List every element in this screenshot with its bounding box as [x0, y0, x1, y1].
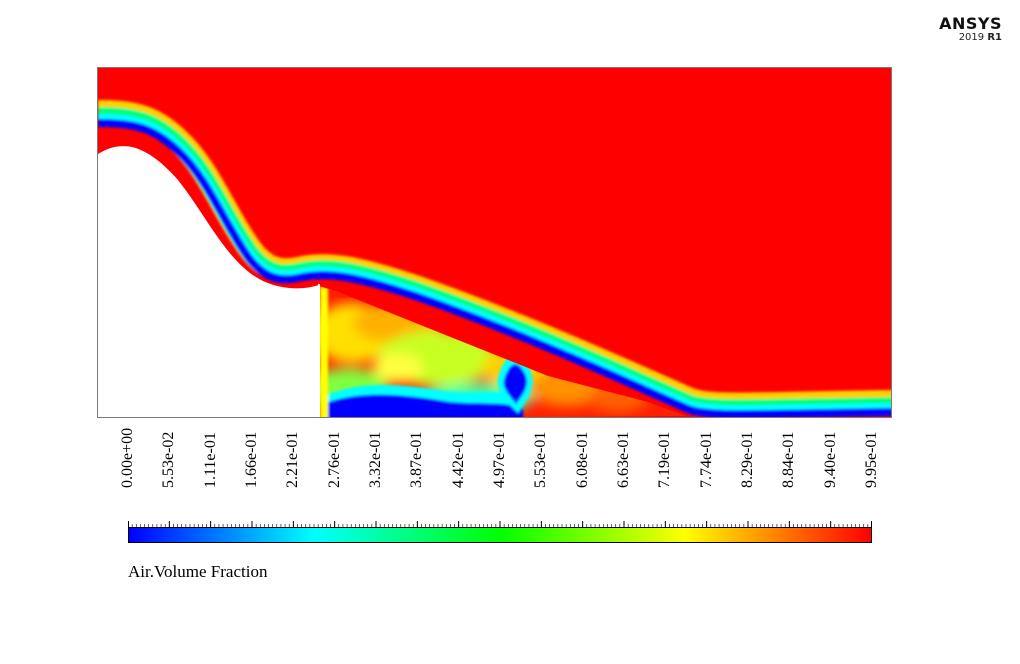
colorbar-tick-label-text: 3.87e-01 [408, 431, 426, 488]
logo-version-release: R1 [987, 32, 1002, 43]
colorbar-tick-label-text: 5.53e-01 [532, 431, 550, 488]
colorbar-tick-label-text: 8.84e-01 [780, 431, 798, 488]
logo-name: ANSYS [939, 14, 1002, 33]
colorbar-tick-label: 1.11e-01 [201, 432, 221, 506]
colorbar-tick-label-text: 4.42e-01 [449, 431, 467, 488]
colorbar-tick-label: 3.87e-01 [407, 432, 427, 506]
colorbar-tick-label: 6.08e-01 [573, 432, 593, 506]
colorbar-tick-label-text: 0.00e+00 [119, 427, 136, 488]
colorbar-tick-label-text: 9.40e-01 [821, 431, 839, 488]
colorbar-tick-label-text: 8.29e-01 [739, 431, 756, 488]
colorbar-tick-label-text: 3.32e-01 [367, 431, 384, 488]
colorbar-tick-label-text: 4.97e-01 [491, 431, 508, 488]
colorbar [128, 527, 872, 543]
colorbar-area [128, 521, 872, 543]
colorbar-tick-label: 9.95e-01 [862, 432, 882, 506]
colorbar-tick-label: 1.66e-01 [242, 432, 262, 506]
colorbar-tick-label: 4.97e-01 [490, 432, 510, 506]
colorbar-tick-label: 5.53e-02 [159, 432, 179, 506]
colorbar-tick-label: 6.63e-01 [614, 432, 634, 506]
colorbar-tick-label-text: 5.53e-02 [160, 431, 178, 488]
spillway-solid [98, 146, 319, 417]
colorbar-tick-label-text: 2.21e-01 [284, 431, 302, 488]
colorbar-legend: 0.00e+00 5.53e-02 1.11e-01 1.66e-01 2.21e-01… [119, 428, 880, 581]
colorbar-tick-label: 4.42e-01 [449, 432, 469, 506]
contour-plot [97, 67, 892, 418]
colorbar-tick-label: 9.40e-01 [821, 432, 841, 506]
colorbar-tick-label: 8.84e-01 [779, 432, 799, 506]
colorbar-tick-label-text: 7.74e-01 [697, 431, 715, 488]
colorbar-tick-label: 2.21e-01 [283, 432, 303, 506]
colorbar-tick-label-text: 9.95e-01 [863, 431, 880, 488]
colorbar-tick-label: 0.00e+00 [118, 428, 138, 506]
colorbar-tick-label-text: 2.76e-01 [325, 431, 343, 488]
colorbar-tick-label-text: 7.19e-01 [656, 431, 674, 488]
logo-version-year: 2019 [958, 32, 985, 43]
colorbar-title: Air.Volume Fraction [128, 562, 268, 581]
logo-version: 2019 R1 [939, 33, 1002, 43]
ansys-logo: ANSYS 2019 R1 [939, 16, 1002, 43]
colorbar-tick-label-text: 1.66e-01 [243, 431, 260, 488]
colorbar-tick-label: 2.76e-01 [325, 432, 345, 506]
water-jet [98, 100, 891, 417]
colorbar-tick-label: 3.32e-01 [366, 432, 386, 506]
colorbar-tick-label-text: 1.11e-01 [201, 432, 219, 488]
contour-plot-svg [98, 68, 891, 417]
colorbar-tick-label: 7.19e-01 [655, 432, 675, 506]
colorbar-tick-label-text: 6.08e-01 [573, 431, 591, 488]
colorbar-tick-label: 5.53e-01 [531, 432, 551, 506]
colorbar-tick-label: 7.74e-01 [697, 432, 717, 506]
colorbar-tick-label: 8.29e-01 [738, 432, 758, 506]
colorbar-tick-label-text: 6.63e-01 [615, 431, 632, 488]
